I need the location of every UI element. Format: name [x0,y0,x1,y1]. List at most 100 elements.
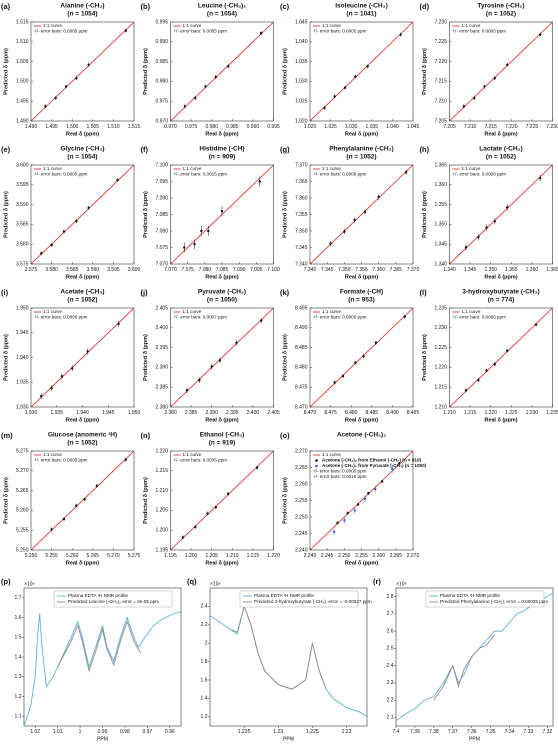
x-tick-label: 1.195 [164,553,177,559]
point [95,484,99,488]
legend-label: +/- error bars: 0.0005 ppm [453,29,507,34]
point [505,63,509,66]
point [194,525,197,529]
chart-subtitle: (n = 1050) [207,297,237,304]
y-tick-label: 1.210 [434,404,447,410]
x-tick-label: 2.260 [372,553,385,559]
y-tick-label: 3.590 [16,202,29,208]
x-tick-label: 2.265 [390,553,403,559]
y-tick-label: 8.480 [295,365,308,371]
x-tick-label: 7.365 [390,267,403,273]
y-tick-label: 1.510 [16,39,29,45]
x-tick-label: 7.340 [304,267,317,273]
chart-title: Phenylalanine (-CH₂) [329,146,393,153]
chart-title: 3-hydroxybutyrate (-CH₃) [462,289,539,296]
x-tick-label: 1.510 [107,124,120,130]
point [40,394,43,398]
chart-title: Histidine (-CH) [199,146,244,153]
x-tick-label: 7.34 [505,729,515,735]
point [343,519,346,522]
x-tick-label: 1.505 [87,124,100,130]
point [391,467,394,471]
plot-frame [23,587,182,727]
legend-label: 1:1 curve [322,166,341,171]
y-axis-label: Predicted δ (ppm) [282,48,288,95]
y-tick-label: 2.5 [387,646,394,652]
y-tick-label: 2.395 [155,345,168,351]
plot-frame [449,307,553,408]
point [116,178,119,182]
x-tick-label: 5.250 [25,553,38,559]
legend-label: Acetone (-CH₃)₂ from Pyruvate (-CH₃) (n … [322,463,427,468]
x-tick-label: 2.390 [205,410,218,416]
y-tick-label: 1.930 [16,404,29,410]
plot-frame [170,450,274,551]
y-tick-label: 7.205 [434,118,447,124]
legend-box [53,590,173,608]
legend-label: Acetone (-CH₃)₂ from Ethanol (-CH₃) (n =… [322,458,422,463]
y-tick-label: 2.250 [295,514,308,520]
point [87,63,90,66]
legend-label: +/- error bars: 0.0005 ppm [174,29,228,34]
chart-subtitle: (n = 1054) [67,11,97,18]
spectrum-line [395,592,554,722]
point [86,350,89,353]
y-tick-label: 1.5 [15,635,22,641]
legend-label: +/- error bars: 0.0005 ppm [313,469,367,474]
y-tick-label: 1.500 [16,79,29,85]
point [343,86,347,89]
reference-line [170,450,274,551]
y-axis-label: Predicted δ (ppm) [143,334,149,381]
x-tick-label: 2.395 [226,410,239,416]
point [60,375,64,378]
reference-line [309,450,414,551]
x-tick-label: 1.045 [407,124,420,130]
x-tick-label: 7.360 [372,267,385,273]
point [259,319,263,322]
point [226,492,230,495]
point [353,509,356,512]
x-tick-label: 7.205 [443,124,456,130]
point [62,517,66,521]
x-tick-label: 8.470 [304,410,317,416]
y-tick-label: 1.045 [295,19,308,25]
plot-frame [170,21,274,122]
y-tick-label: 1.940 [16,355,29,361]
point [71,367,74,370]
y-axis-label: Predicted δ (ppm) [282,334,288,381]
y-axis-label: Predicted δ (ppm) [422,191,428,238]
y-tick-label: 1.345 [434,242,447,248]
panel-label: (l) [420,288,428,297]
legend-label: 1:1 curve [43,309,62,314]
y-tick-label: 8.470 [295,404,308,410]
chart-subtitle: (n = 1054) [207,11,237,18]
x-tick-label: 1.495 [45,124,58,130]
legend-label: +/- error bars: 0.0008 ppm [453,172,507,177]
y-exponent: ×10⁸ [396,581,407,587]
legend-swatch [315,464,318,468]
panel-label: (c) [280,2,290,11]
plot-frame [309,307,414,408]
legend-label: 1:1 curve [43,166,62,171]
panel-label: (g) [280,145,290,154]
x-tick-label: 1.490 [25,124,38,130]
x-axis-label: Real δ (ppm) [66,417,99,423]
panel-label: (m) [1,431,13,440]
panel-label: (j) [141,288,149,297]
legend-swatch [315,459,318,462]
x-tick-label: 7.38 [429,729,439,735]
chart-title: Tyrosine (-CH₂) [477,3,524,10]
legend-label: Predicted Leucine (-CH₃)₂ error = 3e-05 … [68,599,159,604]
x-tick-label: 1.210 [443,410,456,416]
y-tick-label: 7.075 [155,245,168,251]
x-tick-label: 8.475 [324,410,337,416]
legend-label: +/- error bars: 0.0015 ppm [174,172,228,177]
y-tick-label: 0.970 [155,118,168,124]
point [258,180,261,183]
point [493,363,497,366]
x-tick-label: 7.355 [355,267,368,273]
y-tick-label: 7.215 [434,79,447,85]
point [50,243,53,247]
y-tick-label: 1.225 [434,345,447,351]
x-tick-label: 0.995 [267,124,280,130]
